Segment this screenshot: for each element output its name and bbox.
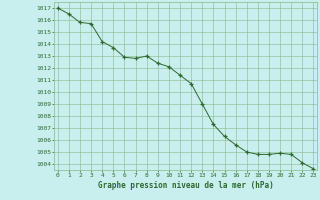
X-axis label: Graphe pression niveau de la mer (hPa): Graphe pression niveau de la mer (hPa) — [98, 181, 274, 190]
